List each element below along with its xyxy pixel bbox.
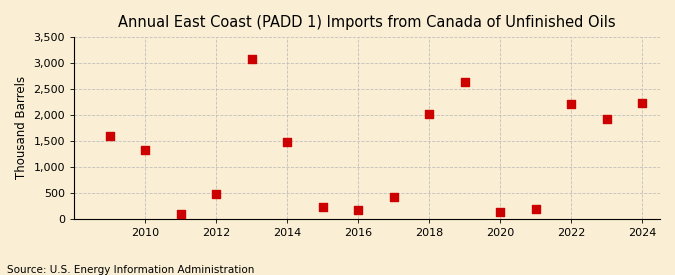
Point — [246, 57, 257, 61]
Point — [637, 101, 647, 105]
Title: Annual East Coast (PADD 1) Imports from Canada of Unfinished Oils: Annual East Coast (PADD 1) Imports from … — [118, 15, 616, 30]
Point — [211, 192, 221, 196]
Point — [495, 210, 506, 215]
Point — [459, 80, 470, 84]
Point — [566, 102, 576, 107]
Point — [282, 140, 293, 144]
Point — [140, 148, 151, 152]
Point — [601, 117, 612, 121]
Point — [105, 133, 115, 138]
Point — [531, 206, 541, 211]
Text: Source: U.S. Energy Information Administration: Source: U.S. Energy Information Administ… — [7, 265, 254, 275]
Point — [176, 211, 186, 216]
Point — [388, 195, 399, 199]
Point — [317, 205, 328, 210]
Point — [353, 208, 364, 212]
Point — [424, 111, 435, 116]
Y-axis label: Thousand Barrels: Thousand Barrels — [15, 76, 28, 179]
